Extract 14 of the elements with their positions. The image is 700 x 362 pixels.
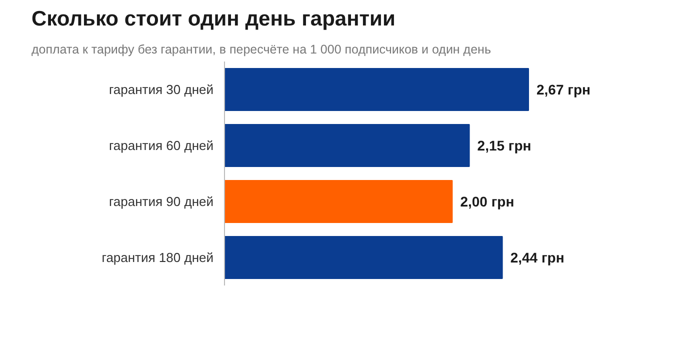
- bar: [224, 236, 503, 279]
- data-label: 2,00 грн: [460, 194, 514, 210]
- bar: [224, 68, 529, 111]
- data-label: 2,15 грн: [477, 138, 532, 154]
- bar: [224, 180, 453, 223]
- chart-title: Сколько стоит один день гарантии: [32, 8, 396, 30]
- data-label: 2,44 грн: [510, 250, 564, 266]
- y-tick-label: гарантия 180 дней: [102, 250, 214, 265]
- bar: [224, 124, 470, 167]
- y-tick-label: гарантия 30 дней: [108, 82, 214, 97]
- y-tick-label: гарантия 60 дней: [108, 138, 214, 153]
- data-label: 2,67 грн: [536, 82, 590, 98]
- chart-subtitle: доплата к тарифу без гарантии, в пересчёте на 1 000 подписчиков и один день: [32, 42, 491, 56]
- y-tick-label: гарантия 90 дней: [108, 194, 214, 209]
